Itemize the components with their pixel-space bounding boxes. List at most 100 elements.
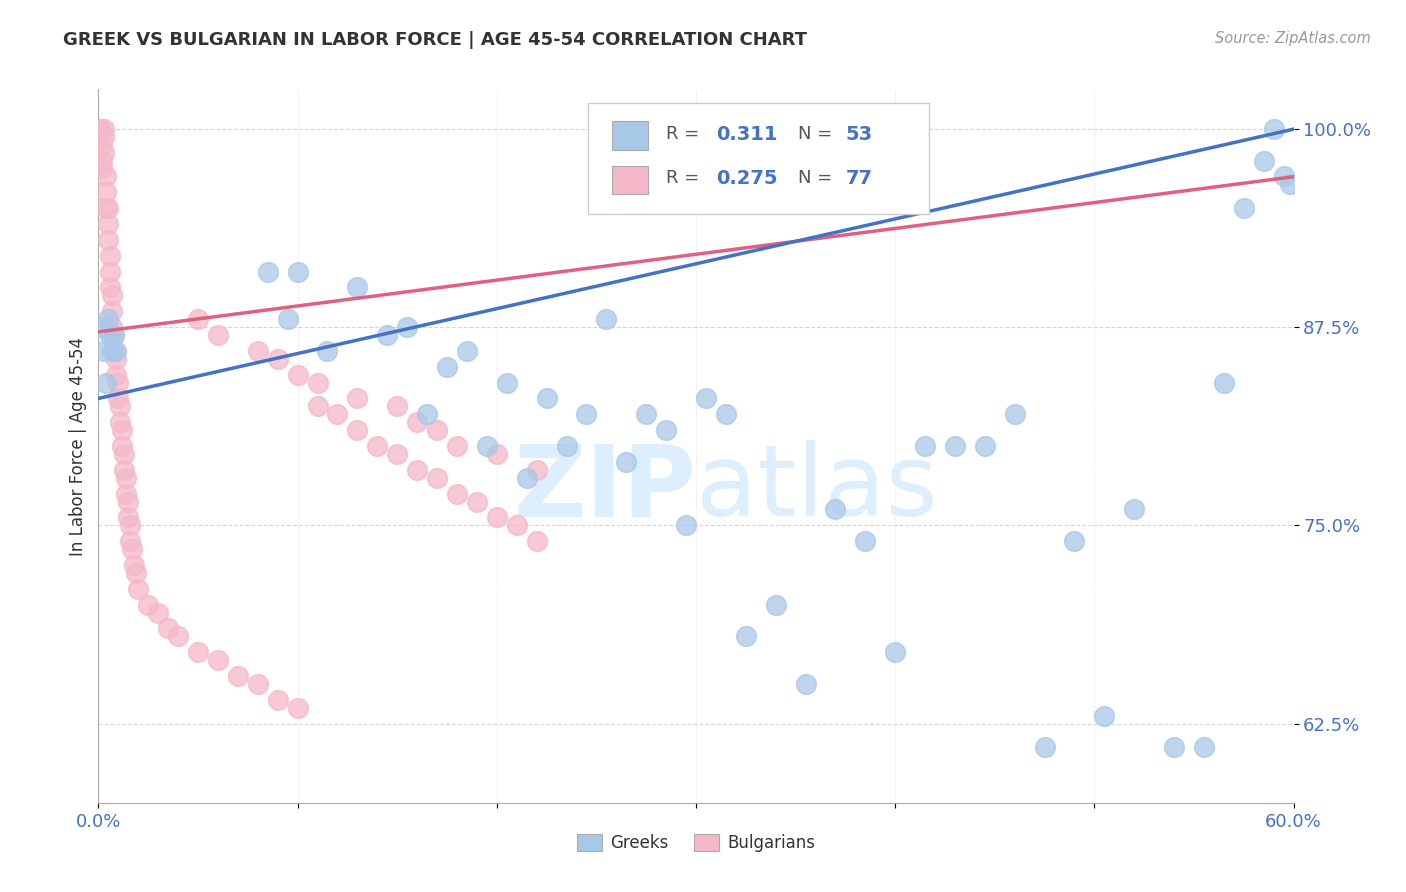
- Text: atlas: atlas: [696, 441, 938, 537]
- Point: [1123, 502, 1146, 516]
- Point: [101, 304, 124, 318]
- FancyBboxPatch shape: [613, 121, 648, 150]
- Point: [96, 169, 118, 184]
- Point: [246, 677, 269, 691]
- Point: [595, 312, 617, 326]
- Point: [91, 153, 114, 168]
- Point: [734, 629, 756, 643]
- Point: [267, 351, 290, 366]
- Point: [884, 645, 907, 659]
- FancyBboxPatch shape: [613, 166, 648, 194]
- Point: [125, 566, 148, 580]
- Point: [536, 392, 558, 406]
- Point: [97, 217, 120, 231]
- Text: 0.275: 0.275: [716, 169, 778, 188]
- Y-axis label: In Labor Force | Age 45-54: In Labor Force | Age 45-54: [69, 336, 87, 556]
- Point: [1163, 740, 1185, 755]
- Point: [101, 288, 124, 302]
- Point: [1192, 740, 1215, 755]
- Point: [765, 598, 787, 612]
- Point: [446, 439, 468, 453]
- Point: [256, 264, 278, 278]
- Point: [101, 320, 124, 334]
- Point: [1092, 708, 1115, 723]
- Point: [1263, 121, 1285, 136]
- Point: [105, 343, 128, 358]
- Point: [148, 606, 170, 620]
- Point: [506, 518, 529, 533]
- Point: [267, 692, 290, 706]
- Point: [675, 518, 697, 533]
- Point: [277, 312, 299, 326]
- Point: [495, 376, 517, 390]
- Point: [516, 471, 538, 485]
- Point: [187, 312, 209, 326]
- Point: [98, 328, 122, 343]
- Point: [914, 439, 936, 453]
- Point: [475, 439, 498, 453]
- Point: [416, 407, 439, 421]
- Point: [316, 343, 339, 358]
- Point: [97, 233, 120, 247]
- Point: [1004, 407, 1026, 421]
- Point: [187, 645, 209, 659]
- Point: [426, 423, 449, 437]
- Point: [89, 121, 111, 136]
- Point: [157, 621, 180, 635]
- Text: N =: N =: [797, 125, 838, 143]
- Point: [1272, 169, 1295, 184]
- Point: [111, 439, 134, 453]
- Point: [406, 415, 429, 429]
- Legend: Greeks, Bulgarians: Greeks, Bulgarians: [571, 827, 821, 859]
- Point: [456, 343, 478, 358]
- Point: [526, 534, 548, 549]
- Point: [93, 145, 115, 160]
- Point: [1278, 178, 1301, 192]
- Point: [112, 447, 135, 461]
- Point: [695, 392, 717, 406]
- Point: [98, 249, 122, 263]
- Point: [346, 280, 368, 294]
- Point: [97, 201, 120, 215]
- Point: [346, 392, 368, 406]
- Point: [1212, 376, 1234, 390]
- Point: [120, 518, 142, 533]
- Point: [97, 312, 120, 326]
- Point: [91, 137, 114, 152]
- Point: [575, 407, 598, 421]
- Text: ZIP: ZIP: [513, 441, 696, 537]
- Point: [943, 439, 966, 453]
- Point: [555, 439, 578, 453]
- Point: [385, 447, 409, 461]
- Point: [406, 463, 429, 477]
- Point: [167, 629, 190, 643]
- Point: [824, 502, 846, 516]
- Point: [307, 400, 329, 414]
- Point: [485, 510, 508, 524]
- Point: [636, 407, 658, 421]
- Point: [714, 407, 737, 421]
- Text: Source: ZipAtlas.com: Source: ZipAtlas.com: [1215, 31, 1371, 46]
- Text: R =: R =: [666, 125, 704, 143]
- Point: [396, 320, 419, 334]
- Point: [93, 343, 115, 358]
- Text: 0.311: 0.311: [716, 125, 778, 144]
- Point: [112, 463, 135, 477]
- Point: [385, 400, 409, 414]
- Point: [1253, 153, 1275, 168]
- FancyBboxPatch shape: [589, 103, 929, 214]
- Point: [794, 677, 817, 691]
- Point: [105, 368, 128, 382]
- Point: [375, 328, 398, 343]
- Point: [1033, 740, 1056, 755]
- Point: [446, 486, 468, 500]
- Point: [120, 534, 142, 549]
- Point: [103, 343, 125, 358]
- Point: [853, 534, 876, 549]
- Point: [96, 376, 118, 390]
- Point: [287, 264, 309, 278]
- Point: [366, 439, 388, 453]
- Point: [103, 328, 125, 343]
- Text: N =: N =: [797, 169, 838, 187]
- Point: [346, 423, 368, 437]
